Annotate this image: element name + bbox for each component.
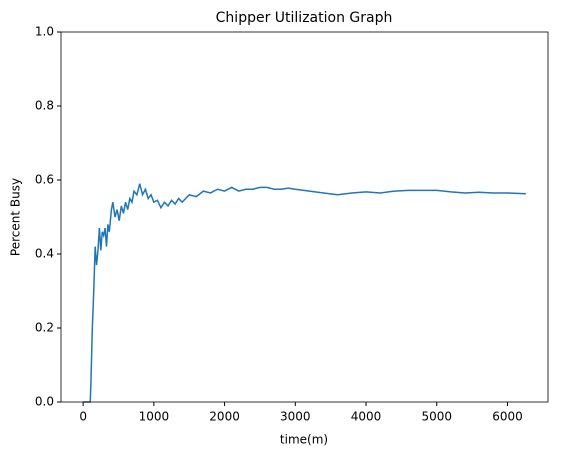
plot-frame (60, 31, 549, 403)
x-tick-label: 3000 (280, 410, 311, 424)
x-tick-label: 4000 (351, 410, 382, 424)
x-tick-label: 1000 (139, 410, 170, 424)
y-tick-label: 0.2 (35, 321, 54, 335)
y-tick-label: 0.8 (35, 99, 54, 113)
y-tick-label: 1.0 (35, 25, 54, 39)
y-tick-label: 0.0 (35, 395, 54, 409)
x-axis-label: time(m) (280, 433, 328, 447)
x-tick-label: 2000 (209, 410, 240, 424)
chart-title: Chipper Utilization Graph (216, 10, 393, 26)
y-tick-label: 0.4 (35, 247, 54, 261)
y-tick-label: 0.6 (35, 173, 54, 187)
x-tick-label: 0 (79, 410, 87, 424)
x-tick-label: 6000 (492, 410, 523, 424)
y-axis-label: Percent Busy (9, 178, 23, 256)
data-line (83, 183, 526, 403)
x-tick-label: 5000 (421, 410, 452, 424)
